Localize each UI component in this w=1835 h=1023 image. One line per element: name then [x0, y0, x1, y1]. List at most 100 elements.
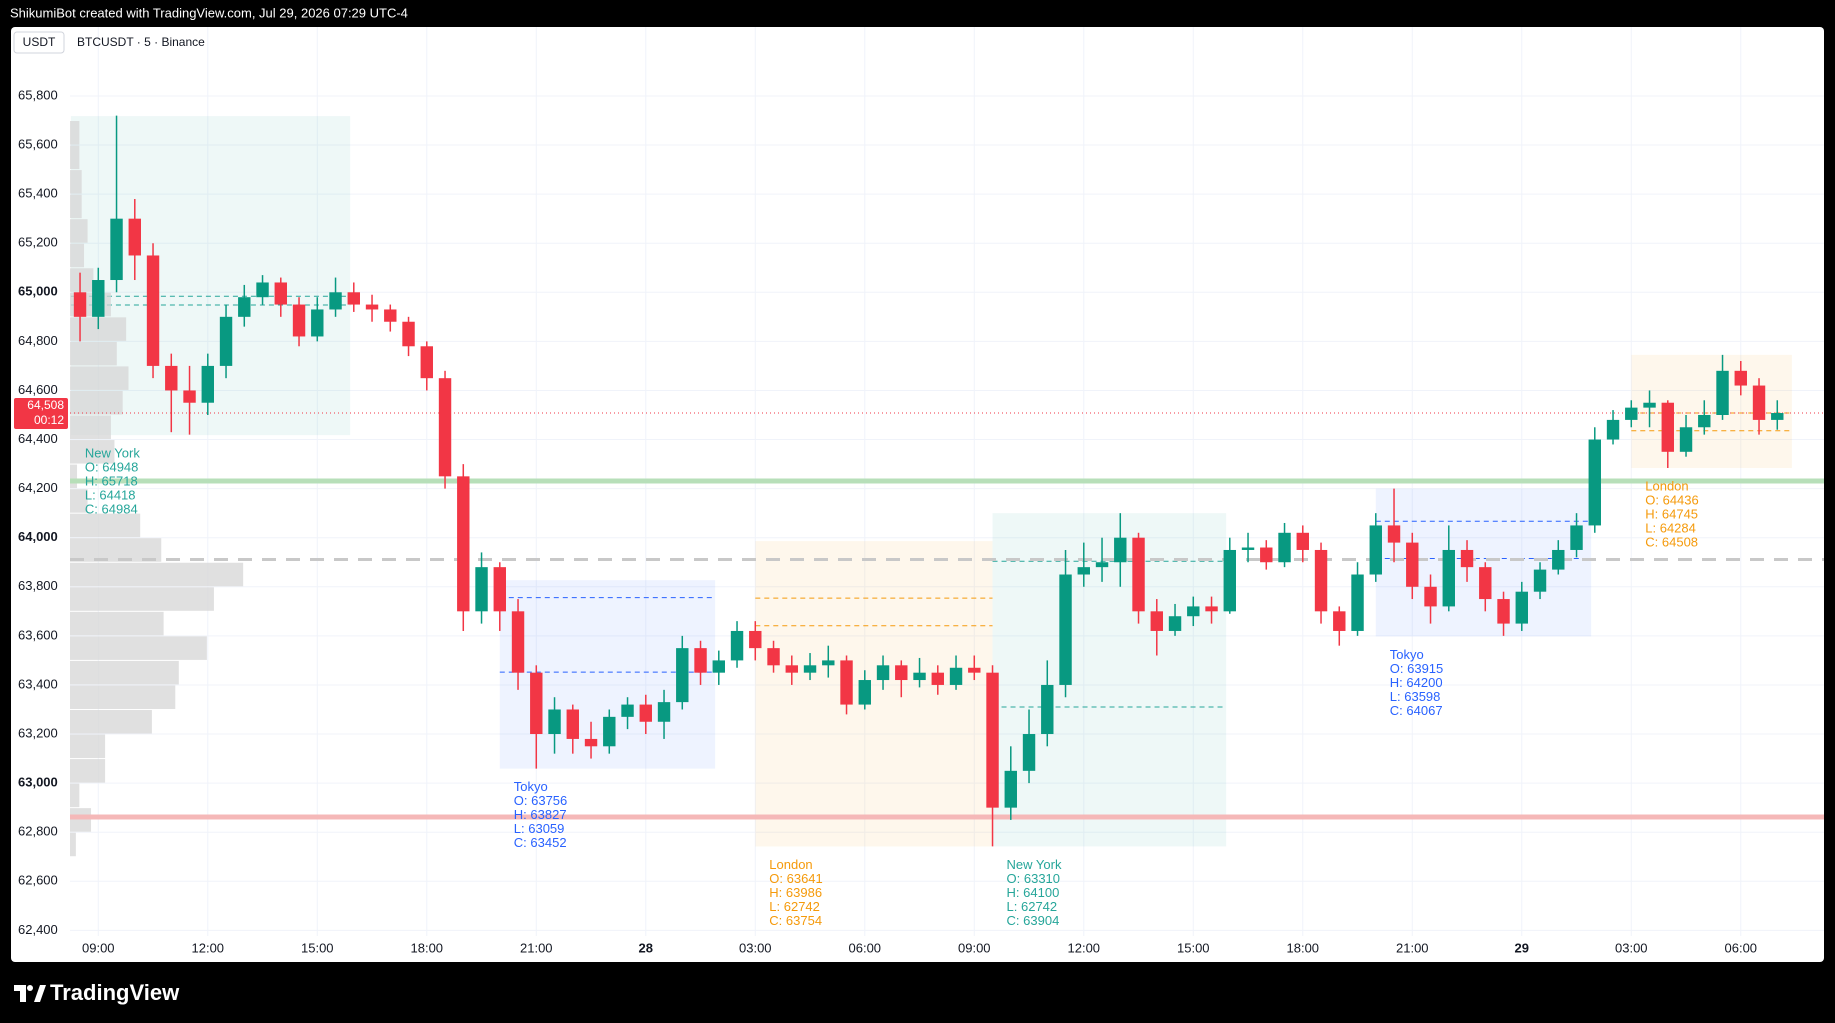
candle-body [1625, 407, 1638, 420]
currency-badge[interactable] [13, 31, 65, 54]
x-tick-label: 21:00 [1396, 940, 1429, 955]
candle-body [931, 672, 944, 685]
candle-body [92, 280, 105, 317]
volume-profile-bar [70, 611, 164, 636]
candle-body [493, 567, 506, 612]
session-name: New York [85, 446, 140, 461]
session-box [1631, 354, 1792, 469]
y-tick-label: 62,800 [18, 824, 58, 839]
y-tick-label: 63,200 [18, 725, 58, 740]
x-tick-label: 18:00 [1287, 940, 1320, 955]
session-stat: C: 64508 [1645, 534, 1698, 549]
candle-body [1406, 542, 1419, 587]
volume-profile-bar [70, 832, 76, 857]
candle-body [128, 218, 141, 256]
candle-body [1771, 413, 1784, 420]
candle-body [1752, 385, 1766, 420]
candle-body [913, 672, 926, 681]
candle-body [1132, 537, 1145, 612]
candle-body [329, 292, 342, 310]
session-stat: H: 64100 [1007, 885, 1060, 900]
volume-profile-bar [70, 538, 162, 562]
candle-body [749, 630, 762, 649]
candle-body [694, 648, 707, 673]
x-tick-label: 03:00 [1615, 940, 1648, 955]
y-tick-label: 65,200 [18, 235, 58, 250]
volume-profile-bar [70, 759, 106, 783]
candle-body [1533, 569, 1547, 592]
candle-body [1679, 427, 1693, 452]
logo [14, 985, 46, 1002]
candle-body [986, 672, 999, 808]
volume-profile-bar [70, 783, 80, 808]
y-tick-label: 65,600 [18, 136, 58, 151]
candle-body [1351, 574, 1364, 631]
candle-body [274, 282, 287, 305]
session-name: London [769, 857, 812, 872]
candle-body [1479, 567, 1492, 600]
candle-body [1260, 547, 1273, 563]
brand: TradingView [50, 980, 180, 1005]
session-name: London [1645, 478, 1688, 493]
candle-body [183, 390, 196, 403]
candle-body [1296, 532, 1309, 550]
session-stat: C: 64984 [85, 502, 138, 517]
credit: ShikumiBot created with TradingView.com,… [10, 5, 408, 20]
price-tag-countdown: 00:12 [34, 413, 64, 427]
x-tick-label: 28 [639, 940, 653, 955]
candle-body [402, 321, 415, 347]
volume-profile-bar [70, 415, 111, 440]
session-box [992, 513, 1227, 847]
candle-body [1004, 770, 1017, 808]
price-tag-label: 64,508 [27, 398, 64, 412]
candle-body [457, 476, 470, 612]
candle-body [292, 304, 306, 337]
x-tick-label: 09:00 [958, 940, 991, 955]
y-tick-label: 63,800 [18, 578, 58, 593]
session-stat: O: 63641 [769, 871, 823, 886]
candle-body [1059, 574, 1072, 685]
candle-body [1716, 370, 1729, 415]
volume-profile-bar [70, 366, 129, 390]
volume-profile-bar [70, 268, 94, 292]
volume-profile-bar [70, 341, 117, 366]
candle-body [1552, 549, 1565, 570]
session-stat: L: 63059 [514, 821, 565, 836]
candle-body [1077, 567, 1090, 575]
volume-profile-bar [70, 464, 78, 489]
candle-body [621, 704, 634, 717]
candle-body [730, 630, 744, 661]
currency[interactable]: USDT [23, 35, 56, 49]
y-tick-label: 65,400 [18, 186, 58, 201]
candle-body [895, 665, 908, 681]
candle-body [1424, 586, 1437, 607]
session-name: Tokyo [514, 779, 548, 794]
candle-body [1333, 611, 1346, 631]
candle-body [165, 365, 178, 391]
candle-body [1698, 414, 1711, 428]
candle-body [1241, 547, 1255, 550]
candle-body [1643, 402, 1656, 408]
session-stat: O: 64948 [85, 460, 139, 475]
volume-profile-bar [70, 440, 115, 464]
session-stat: H: 63986 [769, 885, 822, 900]
session-stat: L: 62742 [769, 899, 820, 914]
session-stat: C: 64067 [1390, 703, 1443, 718]
candle-body [384, 309, 397, 322]
x-tick-label: 15:00 [301, 940, 334, 955]
session-stat: C: 63904 [1007, 913, 1060, 928]
candle-body [347, 292, 360, 305]
y-tick-label: 65,800 [18, 87, 58, 102]
y-tick-label: 64,600 [18, 382, 58, 397]
session-stat: C: 63452 [514, 835, 567, 850]
x-tick-label: 09:00 [82, 940, 115, 955]
candle-body [676, 648, 689, 703]
x-tick-label: 12:00 [192, 940, 225, 955]
y-tick-label: 63,600 [18, 627, 58, 642]
volume-profile-bar [70, 562, 244, 587]
candle-body [858, 680, 871, 705]
candle-body [365, 304, 379, 310]
session-stat: O: 63915 [1390, 661, 1444, 676]
candle-body [639, 704, 652, 722]
